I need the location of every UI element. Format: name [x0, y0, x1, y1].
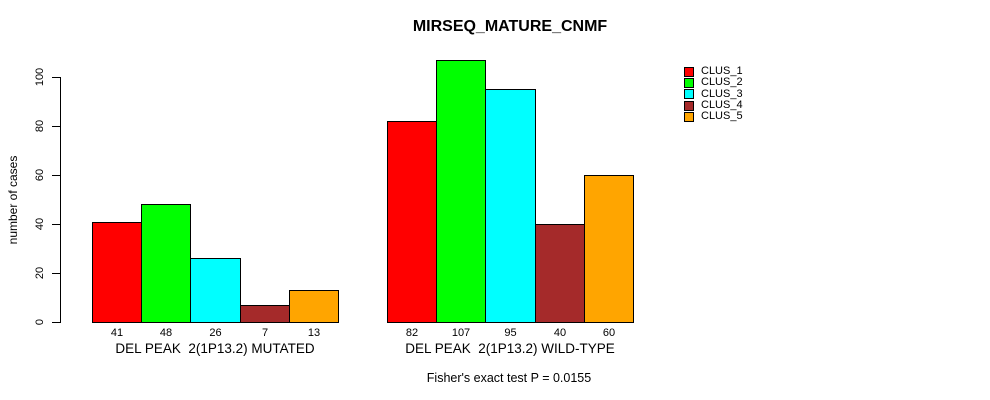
legend-label: CLUS_3 — [701, 87, 743, 100]
y-axis-tick — [52, 224, 61, 225]
legend-swatch-clus_2 — [684, 77, 694, 88]
bar-value-label: 95 — [504, 327, 517, 339]
y-axis-tick — [52, 77, 61, 78]
bar-clus_3-group1 — [190, 258, 241, 323]
y-axis-tick-label: 80 — [34, 119, 46, 133]
legend-row: CLUS_5 — [684, 111, 743, 122]
legend-row: CLUS_2 — [684, 77, 743, 88]
y-axis-tick-label: 0 — [34, 318, 46, 326]
bar-value-label: 26 — [209, 327, 222, 339]
legend-swatch-clus_1 — [684, 66, 694, 77]
bar-clus_1-group1 — [92, 222, 142, 323]
group-label: DEL PEAK 2(1P13.2) WILD-TYPE — [405, 341, 615, 356]
y-axis-line — [60, 77, 61, 323]
bar-value-label: 48 — [159, 327, 173, 339]
legend-label: CLUS_2 — [701, 76, 743, 89]
y-axis-title: number of cases — [6, 155, 20, 245]
bar-value-label: 40 — [553, 327, 567, 339]
y-axis-tick-label: 40 — [34, 217, 46, 231]
y-axis-tick — [52, 322, 61, 323]
bar-clus_3-group2 — [485, 89, 536, 323]
legend-row: CLUS_1 — [684, 66, 743, 77]
bar-clus_5-group1 — [289, 290, 339, 323]
bar-value-label: 13 — [307, 327, 321, 339]
legend-label: CLUS_4 — [701, 99, 743, 112]
bar-value-label: 41 — [110, 327, 124, 339]
chart-title: MIRSEQ_MATURE_CNMF — [412, 18, 608, 35]
bar-clus_2-group1 — [141, 204, 191, 323]
fisher-test-annotation: Fisher's exact test P = 0.0155 — [426, 371, 592, 385]
y-axis-tick — [52, 126, 61, 127]
y-axis-tick — [52, 175, 61, 176]
bar-clus_1-group2 — [387, 121, 437, 323]
legend-swatch-clus_4 — [684, 100, 694, 111]
bar-clus_4-group1 — [240, 305, 290, 323]
legend-label: CLUS_1 — [701, 65, 743, 78]
y-axis-tick-label: 60 — [34, 168, 46, 182]
bar-value-label: 7 — [261, 327, 269, 339]
bar-clus_4-group2 — [535, 224, 585, 323]
bar-clus_5-group2 — [584, 175, 634, 323]
legend-label: CLUS_5 — [701, 110, 743, 123]
bar-clus_2-group2 — [436, 60, 486, 323]
legend-swatch-clus_5 — [684, 111, 694, 122]
bar-value-label: 107 — [451, 327, 471, 339]
legend-swatch-clus_3 — [684, 89, 694, 100]
legend-row: CLUS_4 — [684, 100, 743, 111]
bar-value-label: 60 — [602, 327, 616, 339]
y-axis-tick-label: 20 — [34, 266, 46, 280]
legend: CLUS_1 CLUS_2 CLUS_3 CLUS_4 CLUS_5 — [684, 66, 743, 122]
legend-row: CLUS_3 — [684, 87, 743, 100]
bar-value-label: 82 — [405, 327, 419, 339]
group-label: DEL PEAK 2(1P13.2) MUTATED — [115, 341, 315, 356]
y-axis-tick-label: 100 — [34, 67, 46, 87]
y-axis-tick — [52, 273, 61, 274]
